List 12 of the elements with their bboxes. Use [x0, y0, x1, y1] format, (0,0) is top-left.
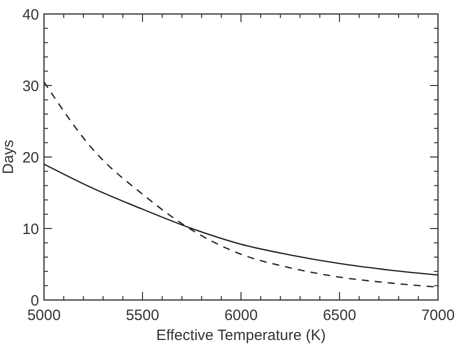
x-tick-label: 5000 — [27, 307, 61, 324]
y-tick-label: 40 — [22, 6, 39, 24]
x-tick-label: 6000 — [224, 307, 258, 324]
x-tick-label: 6500 — [322, 307, 356, 324]
x-axis-title: Effective Temperature (K) — [156, 327, 326, 344]
x-tick-label: 7000 — [421, 307, 455, 324]
y-tick-label: 0 — [30, 292, 39, 310]
y-tick-label: 10 — [22, 220, 39, 238]
y-axis-title: Days — [0, 140, 17, 174]
y-tick-label: 20 — [22, 149, 39, 166]
y-tick-label: 30 — [22, 78, 39, 95]
x-tick-label: 5500 — [126, 307, 160, 324]
